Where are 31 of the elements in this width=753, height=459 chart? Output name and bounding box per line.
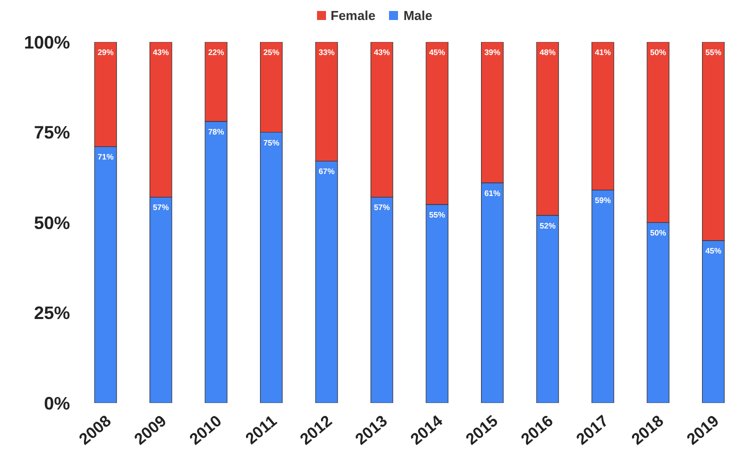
data-label: 52% <box>540 221 556 230</box>
data-label: 57% <box>374 203 390 212</box>
data-label: 43% <box>374 48 390 57</box>
y-tick-label: 0% <box>44 393 70 414</box>
data-label: 78% <box>208 127 224 136</box>
data-label: 61% <box>484 188 500 198</box>
data-label: 48% <box>540 48 556 57</box>
y-tick-label: 100% <box>24 32 70 52</box>
data-label: 59% <box>594 196 611 206</box>
data-label: 71% <box>98 152 114 162</box>
data-label: 33% <box>318 48 335 57</box>
data-label: 22% <box>208 48 224 57</box>
legend-label: Female <box>330 8 376 23</box>
data-label: 55% <box>705 48 722 57</box>
data-label: 57% <box>152 203 169 212</box>
data-label: 41% <box>594 48 611 57</box>
data-label: 43% <box>152 48 169 57</box>
data-label: 50% <box>650 48 666 57</box>
data-label: 45% <box>429 48 446 57</box>
data-label: 55% <box>429 210 446 220</box>
y-tick-label: 25% <box>34 303 70 324</box>
data-label: 25% <box>263 48 280 57</box>
data-label: 29% <box>98 48 114 57</box>
data-label: 39% <box>484 48 500 57</box>
data-label: 67% <box>318 167 335 176</box>
y-tick-label: 50% <box>34 212 70 233</box>
data-label: 45% <box>705 246 722 256</box>
legend-label: Male <box>402 8 432 23</box>
data-label: 75% <box>263 138 280 148</box>
data-label: 50% <box>650 228 666 238</box>
y-tick-label: 75% <box>34 122 70 143</box>
